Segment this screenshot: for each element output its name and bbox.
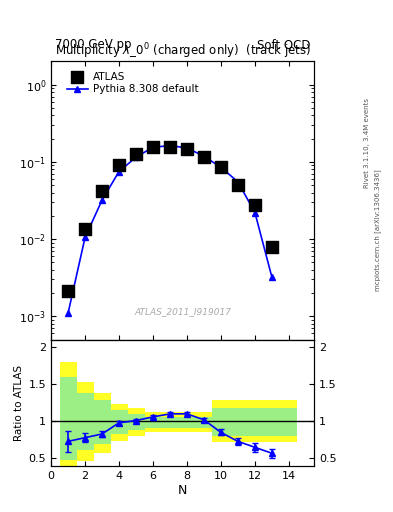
- Pythia 8.308 default: [100, 197, 105, 203]
- Pythia 8.308 default: [168, 143, 173, 149]
- ATLAS: [235, 181, 241, 189]
- Text: mcplots.cern.ch [arXiv:1306.3436]: mcplots.cern.ch [arXiv:1306.3436]: [374, 169, 381, 291]
- Y-axis label: Ratio to ATLAS: Ratio to ATLAS: [15, 365, 24, 441]
- Text: Rivet 3.1.10, 3.4M events: Rivet 3.1.10, 3.4M events: [364, 98, 371, 188]
- Pythia 8.308 default: [83, 234, 87, 241]
- ATLAS: [252, 201, 258, 209]
- ATLAS: [150, 143, 156, 151]
- Pythia 8.308 default: [185, 145, 189, 151]
- ATLAS: [116, 161, 122, 169]
- ATLAS: [218, 163, 224, 172]
- Pythia 8.308 default: [253, 209, 257, 216]
- Pythia 8.308 default: [270, 274, 274, 281]
- Title: Multiplicity $\lambda\_0^0$ (charged only)  (track jets): Multiplicity $\lambda\_0^0$ (charged onl…: [55, 42, 310, 61]
- Pythia 8.308 default: [219, 164, 223, 170]
- ATLAS: [201, 153, 207, 161]
- Text: 7000 GeV pp: 7000 GeV pp: [55, 38, 132, 51]
- Pythia 8.308 default: [134, 154, 138, 160]
- ATLAS: [65, 287, 71, 295]
- Pythia 8.308 default: [202, 153, 206, 159]
- Pythia 8.308 default: [66, 310, 70, 316]
- ATLAS: [82, 225, 88, 233]
- ATLAS: [167, 143, 173, 151]
- ATLAS: [269, 243, 275, 251]
- Pythia 8.308 default: [151, 144, 155, 150]
- Text: ATLAS_2011_I919017: ATLAS_2011_I919017: [134, 307, 231, 316]
- Pythia 8.308 default: [117, 168, 121, 175]
- Legend: ATLAS, Pythia 8.308 default: ATLAS, Pythia 8.308 default: [67, 72, 198, 94]
- ATLAS: [184, 145, 190, 154]
- ATLAS: [133, 151, 139, 159]
- Line: Pythia 8.308 default: Pythia 8.308 default: [64, 142, 275, 316]
- Text: Soft QCD: Soft QCD: [257, 38, 310, 51]
- Pythia 8.308 default: [235, 179, 240, 185]
- ATLAS: [99, 187, 105, 195]
- X-axis label: N: N: [178, 483, 187, 497]
